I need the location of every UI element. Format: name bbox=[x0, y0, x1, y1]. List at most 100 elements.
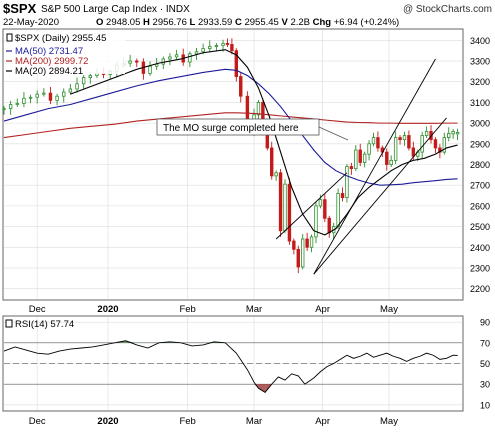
candle-body bbox=[349, 166, 354, 170]
rsi-swatch bbox=[5, 319, 13, 328]
rsi-x-tick-label: May bbox=[380, 416, 398, 427]
rsi-label: RSI(14) 57.74 bbox=[15, 319, 74, 330]
candle-body bbox=[283, 183, 287, 232]
price-y-tick-label: 2300 bbox=[470, 263, 490, 273]
symbol: $SPX bbox=[3, 1, 37, 16]
candle-body bbox=[256, 102, 261, 116]
candle-body bbox=[442, 137, 446, 153]
legend-label-ma200: MA(200) 2999.72 bbox=[15, 56, 88, 67]
rsi-x-tick-label: Dec bbox=[29, 416, 46, 427]
price-x-tick-label: May bbox=[380, 304, 398, 315]
trend-line bbox=[313, 58, 436, 275]
candle-body bbox=[148, 65, 152, 74]
rsi-oversold-fill bbox=[254, 384, 259, 389]
price-y-tick-label: 3200 bbox=[470, 77, 490, 87]
rsi-legend: RSI(14) 57.74 bbox=[5, 319, 74, 330]
candle-body bbox=[278, 172, 283, 232]
candle-body bbox=[327, 217, 331, 234]
price-y-tick-label: 2900 bbox=[470, 139, 490, 149]
rsi-oversold-fill bbox=[258, 384, 266, 393]
candle-body bbox=[239, 76, 243, 97]
candle-body bbox=[371, 137, 376, 145]
legend-entry-price: $SPX (Daily) 2955.45 bbox=[6, 33, 106, 44]
candle-body bbox=[385, 151, 389, 165]
candle-body bbox=[88, 75, 92, 78]
rsi-x-tick-label: Feb bbox=[179, 416, 195, 427]
candle-body bbox=[35, 93, 39, 98]
candle-body bbox=[221, 43, 225, 46]
trend-line bbox=[313, 117, 447, 275]
candle-body bbox=[62, 91, 66, 97]
candle-body bbox=[300, 238, 305, 268]
candle-body bbox=[376, 137, 380, 149]
candle-body bbox=[340, 193, 345, 199]
rsi-y-tick-label: 50 bbox=[480, 359, 490, 369]
legend-entry-ma200: MA(200) 2999.72 bbox=[6, 56, 88, 67]
price-x-tick-label: Dec bbox=[29, 304, 46, 315]
candle-body bbox=[81, 77, 86, 85]
ohlc-readout: O 2948.05 H 2956.76 L 2933.59 C 2955.45 … bbox=[96, 17, 399, 28]
rsi-grid: Dec 2020 Feb Mar Apr May 10 30 50 70 90 bbox=[4, 317, 490, 427]
candle-body bbox=[354, 149, 358, 170]
legend-label-ma50: MA(50) 2731.47 bbox=[15, 46, 83, 57]
price-y-tick-label: 3400 bbox=[470, 36, 490, 46]
candle-body bbox=[135, 60, 139, 63]
legend-label-price: $SPX (Daily) 2955.45 bbox=[15, 33, 106, 44]
quote-date: 22-May-2020 bbox=[3, 17, 59, 28]
annotation-text: The MO surge completed here bbox=[163, 123, 299, 134]
candle-body bbox=[362, 153, 367, 163]
price-x-tick-label: 2020 bbox=[97, 304, 118, 315]
candle-body bbox=[174, 54, 179, 58]
price-y-tick-label: 2400 bbox=[470, 243, 490, 253]
candle-body bbox=[451, 130, 455, 135]
legend-swatch-price bbox=[6, 33, 13, 42]
candle-body bbox=[230, 44, 234, 52]
candle-body bbox=[188, 53, 192, 63]
candle-body bbox=[411, 147, 416, 157]
legend-entry-ma20: MA(20) 2894.21 bbox=[6, 66, 83, 77]
rsi-y-tick-label: 30 bbox=[480, 380, 490, 390]
rsi-y-tick-label: 90 bbox=[480, 318, 490, 328]
price-y-tick-label: 2700 bbox=[470, 181, 490, 191]
candle-body bbox=[389, 159, 393, 165]
security-name: S&P 500 Large Cap Index · INDX bbox=[41, 4, 190, 15]
candle-body bbox=[194, 51, 199, 55]
legend-entry-ma50: MA(50) 2731.47 bbox=[6, 46, 83, 57]
rsi-x-tick-label: 2020 bbox=[97, 416, 118, 427]
candle-body bbox=[296, 248, 300, 268]
price-y-tick-label: 3100 bbox=[470, 98, 490, 108]
candle-body bbox=[318, 199, 323, 207]
candle-body bbox=[402, 135, 407, 141]
legend: $SPX (Daily) 2955.45 MA(50) 2731.47 MA(2… bbox=[5, 31, 125, 77]
candle-body bbox=[367, 143, 371, 155]
candle-body bbox=[323, 199, 327, 219]
ma50-line bbox=[3, 68, 458, 186]
candle-body bbox=[8, 104, 13, 110]
candle-body bbox=[15, 103, 19, 105]
candle-body bbox=[336, 193, 340, 227]
price-y-tick-label: 3000 bbox=[470, 119, 490, 129]
candle-body bbox=[168, 56, 172, 60]
candle-body bbox=[447, 133, 451, 138]
price-x-tick-label: Feb bbox=[179, 304, 195, 315]
candle-body bbox=[305, 238, 309, 248]
candle-body bbox=[455, 132, 460, 135]
candle-body bbox=[433, 139, 438, 149]
candle-body bbox=[345, 166, 349, 199]
candle-body bbox=[68, 88, 73, 93]
rsi-overbought-fill bbox=[125, 340, 137, 343]
candle-body bbox=[75, 83, 79, 90]
rsi-series bbox=[3, 340, 458, 394]
legend-label-ma20: MA(20) 2894.21 bbox=[15, 66, 83, 77]
candle-body bbox=[42, 92, 46, 95]
price-y-tick-label: 2500 bbox=[470, 222, 490, 232]
candle-body bbox=[398, 137, 402, 141]
candle-body bbox=[22, 97, 26, 104]
price-y-tick-label: 2200 bbox=[470, 284, 490, 294]
annotation-pointer bbox=[318, 126, 349, 141]
candle-body bbox=[214, 45, 219, 47]
rsi-x-tick-label: Apr bbox=[315, 416, 330, 427]
candle-body bbox=[287, 183, 292, 242]
